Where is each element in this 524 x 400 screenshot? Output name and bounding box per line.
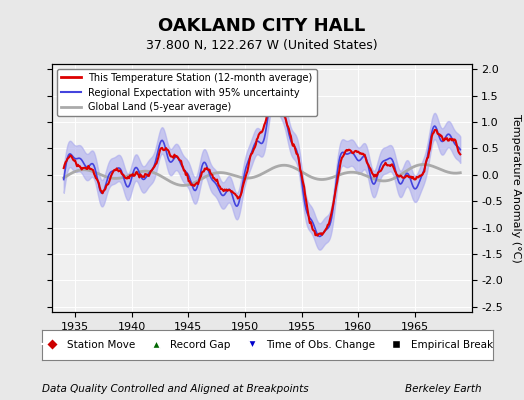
Text: Berkeley Earth: Berkeley Earth xyxy=(406,384,482,394)
Legend: This Temperature Station (12-month average), Regional Expectation with 95% uncer: This Temperature Station (12-month avera… xyxy=(57,69,316,116)
Text: 37.800 N, 122.267 W (United States): 37.800 N, 122.267 W (United States) xyxy=(146,40,378,52)
Text: OAKLAND CITY HALL: OAKLAND CITY HALL xyxy=(158,17,366,35)
Text: Data Quality Controlled and Aligned at Breakpoints: Data Quality Controlled and Aligned at B… xyxy=(42,384,309,394)
Legend: Station Move, Record Gap, Time of Obs. Change, Empirical Break: Station Move, Record Gap, Time of Obs. C… xyxy=(38,336,497,354)
Y-axis label: Temperature Anomaly (°C): Temperature Anomaly (°C) xyxy=(511,114,521,262)
